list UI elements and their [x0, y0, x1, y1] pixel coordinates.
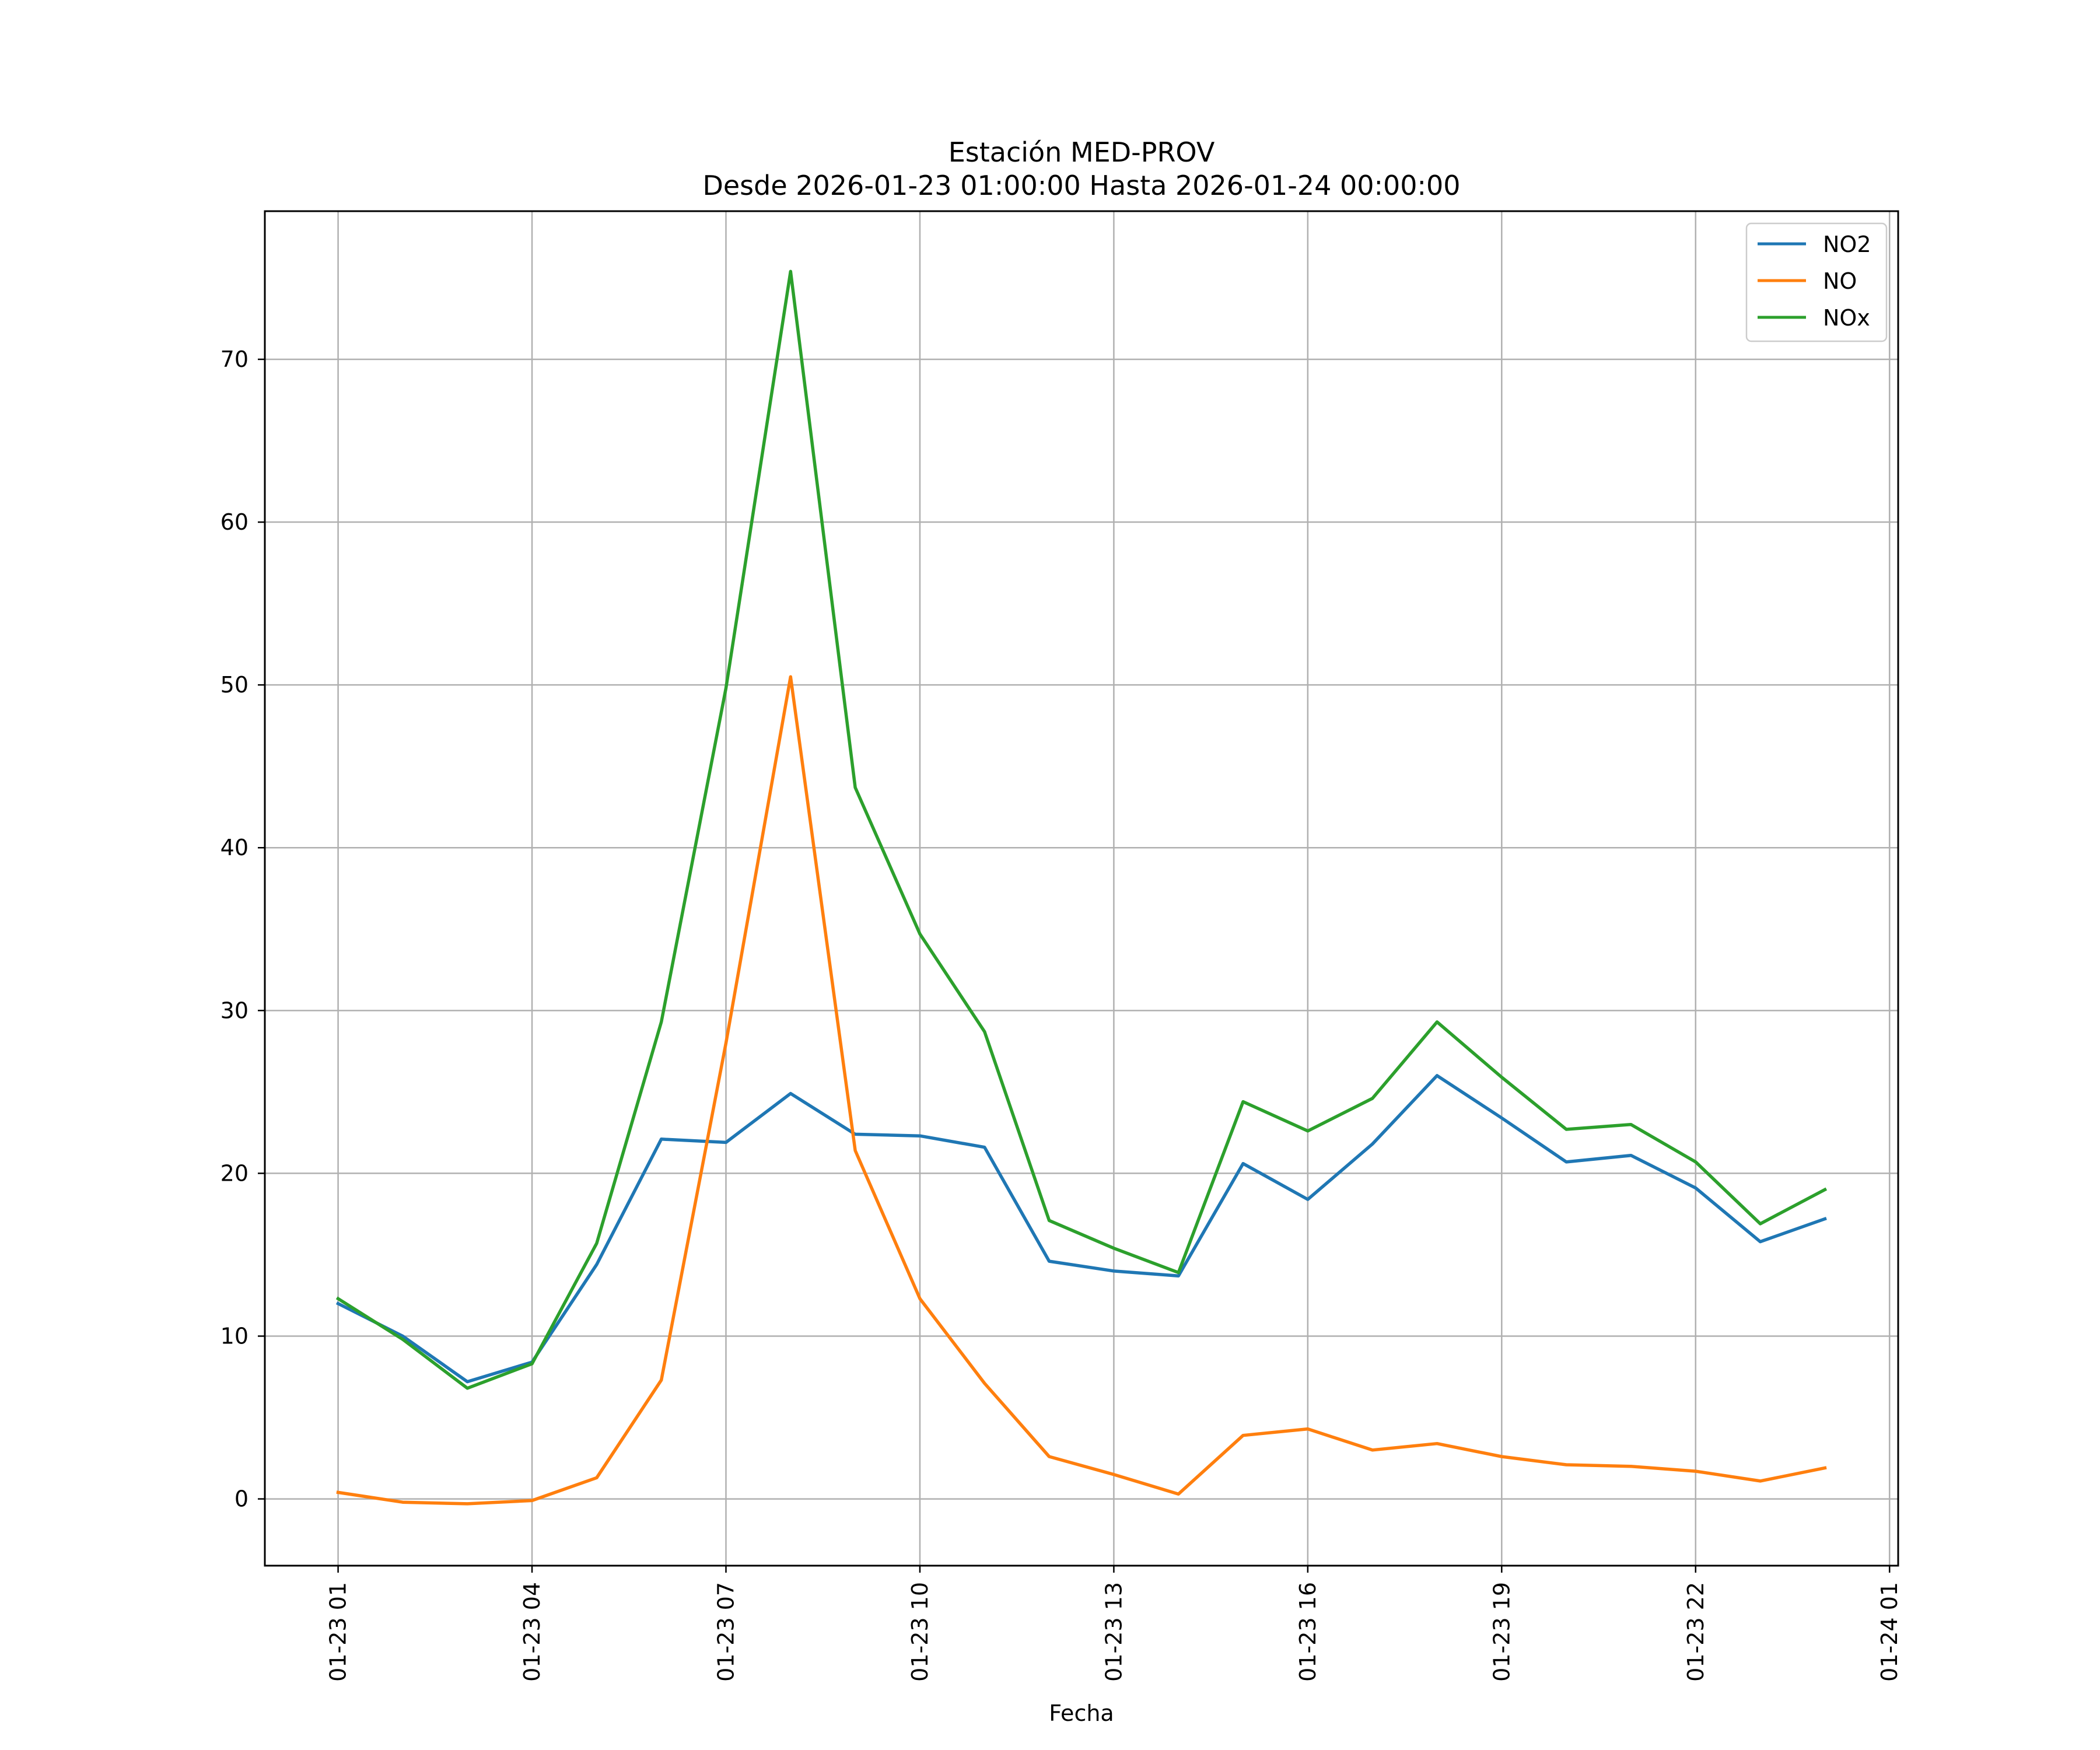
x-tick-label: 01-23 13 — [1101, 1582, 1126, 1682]
series-line-no — [336, 675, 1827, 1506]
y-axis: 0 10 20 30 40 50 60 70 — [220, 346, 265, 1512]
series-line-no2 — [335, 1074, 1827, 1384]
y-tick-label: 50 — [220, 672, 249, 698]
y-tick-label: 10 — [220, 1323, 249, 1349]
x-tick-label: 01-23 19 — [1489, 1582, 1514, 1682]
y-tick-label: 40 — [220, 835, 249, 860]
x-axis-label: Fecha — [1049, 1700, 1114, 1726]
plot-area-frame — [264, 210, 1899, 1567]
legend-box — [1745, 222, 1888, 342]
x-axis: 01-23 01 01-23 04 01-23 07 01-23 10 01-23 13… — [326, 1566, 1902, 1682]
x-tick-label: 01-23 22 — [1683, 1582, 1709, 1682]
x-tick-label: 01-23 16 — [1295, 1582, 1321, 1682]
x-tick-label: 01-23 10 — [907, 1582, 933, 1682]
x-tick-label: 01-23 07 — [713, 1582, 739, 1682]
legend-label-no: NO — [1823, 268, 1857, 294]
y-tick-label: 60 — [220, 509, 249, 535]
legend: NO2 NO NOx — [1745, 222, 1888, 342]
grid — [265, 211, 1898, 1566]
chart-subtitle: Desde 2026-01-23 01:00:00 Hasta 2026-01-… — [702, 170, 1460, 201]
y-tick-label: 0 — [235, 1486, 249, 1512]
series-lines — [335, 270, 1828, 1506]
y-tick-label: 70 — [220, 346, 249, 372]
x-tick-label: 01-24 01 — [1877, 1582, 1902, 1682]
x-tick-label: 01-23 04 — [519, 1582, 545, 1682]
y-tick-label: 20 — [220, 1160, 249, 1186]
x-tick-label: 01-23 01 — [326, 1582, 351, 1682]
chart-title: Estación MED-PROV — [949, 136, 1215, 168]
y-tick-label: 30 — [220, 998, 249, 1023]
series-line-nox — [335, 270, 1828, 1390]
legend-label-nox: NOx — [1823, 305, 1870, 331]
legend-label-no2: NO2 — [1823, 232, 1871, 257]
